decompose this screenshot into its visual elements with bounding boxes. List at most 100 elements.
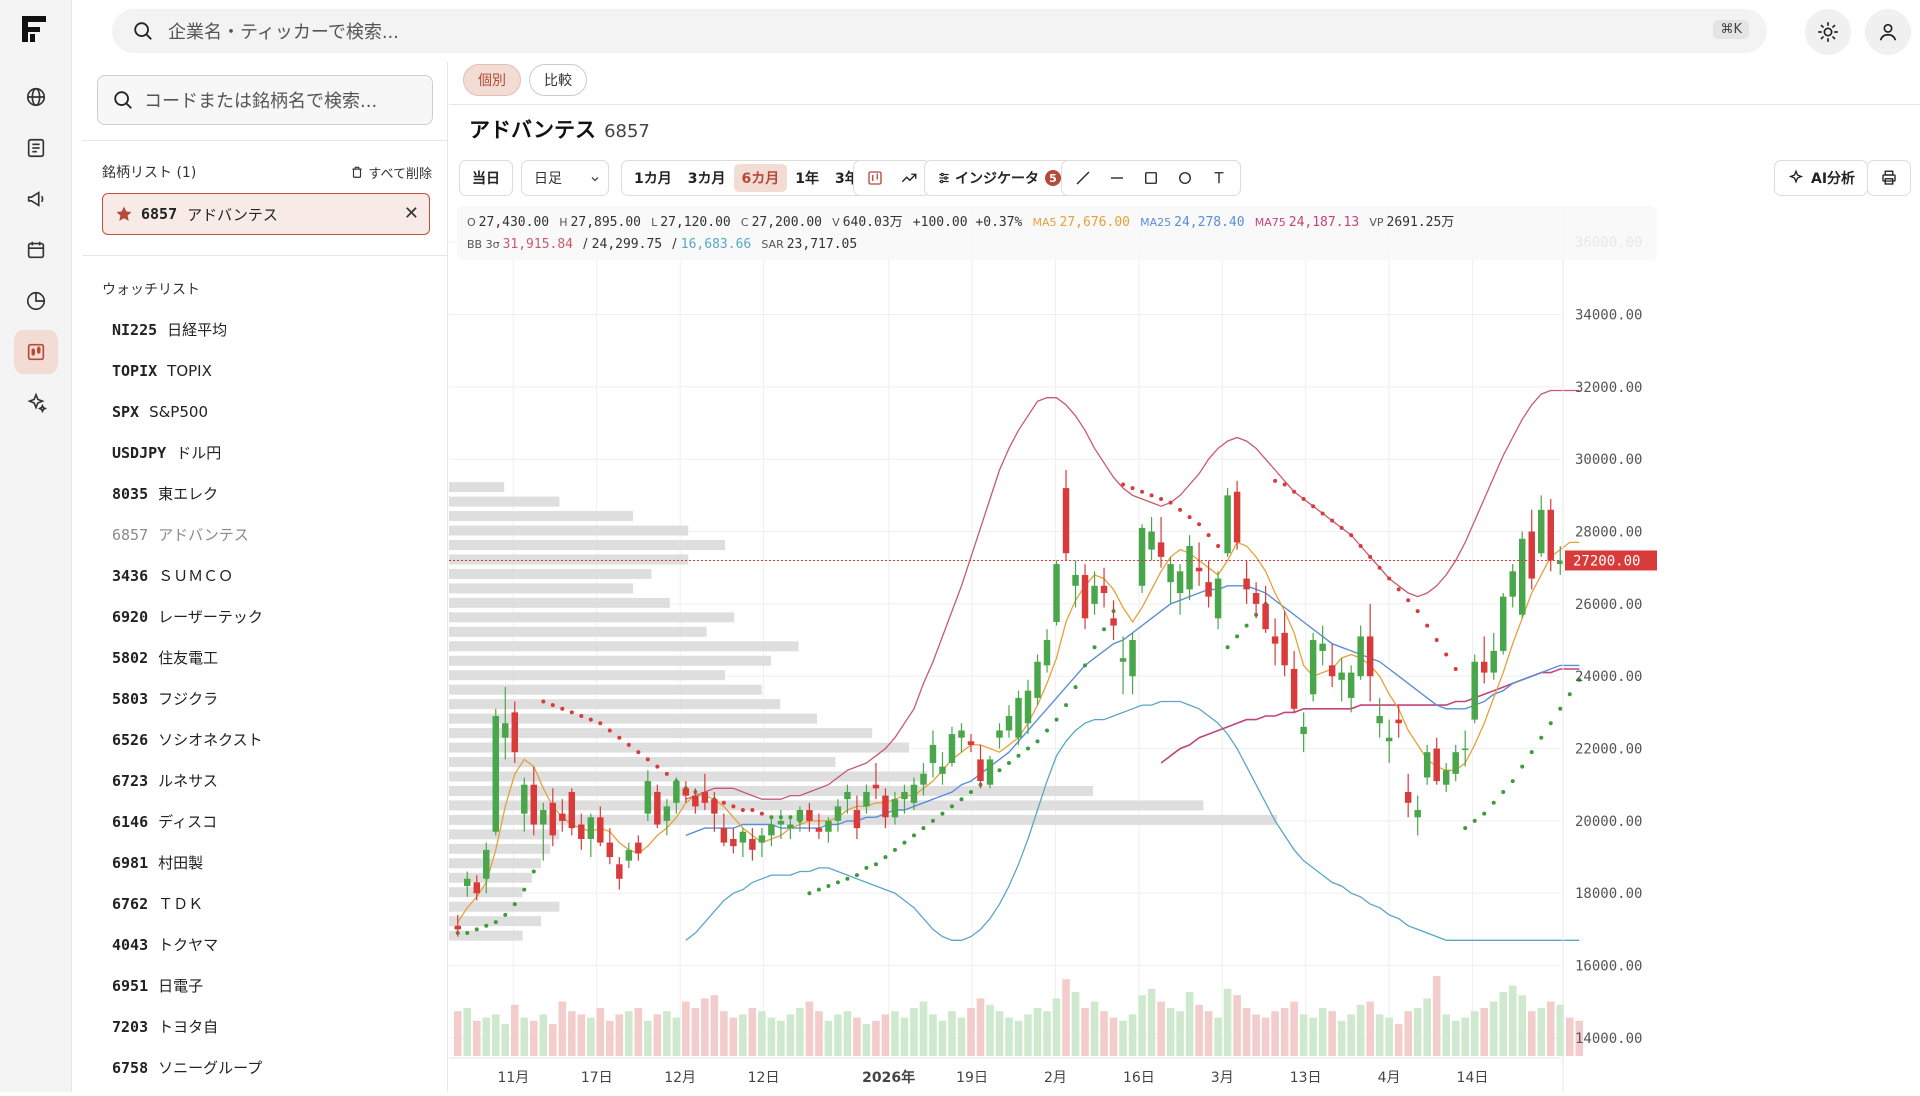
- today-button[interactable]: 当日: [472, 171, 500, 187]
- y-tick-label: 18000.00: [1575, 886, 1642, 902]
- sar-dot: [1472, 818, 1477, 823]
- watchlist-item[interactable]: 5802 住友電工: [112, 637, 432, 678]
- volume-bar: [453, 1011, 462, 1056]
- volume-profile-bar: [449, 728, 873, 739]
- sar-dot: [1320, 511, 1325, 516]
- volume-bar: [900, 1017, 909, 1056]
- stock-search-input[interactable]: コードまたは銘柄名で検索...: [97, 75, 433, 125]
- clear-all-button[interactable]: すべて削除: [350, 162, 432, 182]
- range-button[interactable]: 3年: [835, 171, 859, 187]
- watchlist-item[interactable]: 6981 村田製: [112, 842, 432, 883]
- range-button[interactable]: 6カ月: [733, 164, 788, 192]
- watchlist-item[interactable]: 6526 ソシオネクスト: [112, 719, 432, 760]
- selected-stock-item[interactable]: 6857 アドバンテス ✕: [102, 193, 430, 235]
- volume-profile-bar: [449, 858, 541, 869]
- watchlist-item[interactable]: 7203 トヨタ自: [112, 1006, 432, 1047]
- user-account-button[interactable]: [1865, 9, 1911, 55]
- watchlist-item[interactable]: 6146 ディスコ: [112, 801, 432, 842]
- price-chart-canvas[interactable]: 36000.0034000.0032000.0030000.0028000.00…: [449, 206, 1920, 1092]
- tab-compare[interactable]: 比較: [529, 64, 587, 96]
- rail-globe-button[interactable]: [14, 75, 58, 119]
- interval-select[interactable]: 日足: [521, 160, 609, 196]
- volume-bar: [1033, 1008, 1042, 1056]
- watchlist-item[interactable]: 6920 レーザーテック: [112, 596, 432, 637]
- candle-body: [530, 784, 538, 825]
- watchlist-item[interactable]: SPX S&P500: [112, 391, 432, 432]
- indicator-button[interactable]: インジケータ 5: [929, 164, 1085, 192]
- watchlist-item[interactable]: 6951 日電子: [112, 965, 432, 1006]
- ai-analysis-button[interactable]: AI分析: [1779, 164, 1863, 192]
- sar-dot: [1178, 507, 1183, 512]
- candle-body: [1233, 491, 1241, 543]
- watchlist-item[interactable]: USDJPY ドル円: [112, 432, 432, 473]
- candle-type-button[interactable]: [858, 164, 892, 192]
- rail-news-button[interactable]: [14, 126, 58, 170]
- sar-dot: [930, 818, 935, 823]
- watchlist-item[interactable]: 6762 ＴＤＫ: [112, 883, 432, 924]
- rail-announce-button[interactable]: [14, 177, 58, 221]
- candle-body: [1214, 578, 1222, 619]
- sar-dot: [1377, 565, 1382, 570]
- global-search-input[interactable]: 企業名・ティッカーで検索... ⌘K: [112, 9, 1767, 53]
- rail-ai-button[interactable]: [14, 381, 58, 425]
- star-icon: [116, 206, 132, 221]
- sar-dot: [1035, 739, 1040, 744]
- candle-body: [483, 849, 490, 879]
- stock-code: 6857: [604, 121, 650, 142]
- rect-tool-button[interactable]: [1134, 164, 1168, 192]
- watchlist-name: ソニーグループ: [158, 1059, 263, 1077]
- watchlist-item[interactable]: TOPIX TOPIX: [112, 350, 432, 391]
- rectangle-icon: [1145, 172, 1157, 184]
- remove-stock-icon[interactable]: ✕: [403, 203, 419, 224]
- volume-bar: [482, 1017, 491, 1056]
- candle-body: [1034, 661, 1041, 698]
- rail-pie-button[interactable]: [14, 279, 58, 323]
- sar-dot: [579, 714, 584, 718]
- range-button[interactable]: 3カ月: [687, 171, 726, 187]
- watchlist-item[interactable]: 6758 ソニーグループ: [112, 1047, 432, 1088]
- trendline-tool-button[interactable]: [1066, 164, 1100, 192]
- rail-calendar-button[interactable]: [14, 228, 58, 272]
- sar-dot: [626, 742, 631, 747]
- y-tick-label: 14000.00: [1575, 1031, 1642, 1047]
- sar-dot: [997, 768, 1002, 773]
- print-button[interactable]: [1872, 164, 1906, 192]
- sar-dot: [1073, 685, 1078, 690]
- watchlist-item[interactable]: NI225 日経平均: [112, 309, 432, 350]
- text-tool-button[interactable]: [1202, 164, 1236, 192]
- watchlist-item[interactable]: 4043 トクヤマ: [112, 924, 432, 965]
- candle-body: [1024, 690, 1032, 724]
- candle-body: [682, 788, 690, 796]
- watchlist-item[interactable]: 5803 フジクラ: [112, 678, 432, 719]
- watchlist-code: SPX: [112, 402, 140, 421]
- line-type-button[interactable]: [892, 164, 926, 192]
- rail-chart-button[interactable]: [14, 330, 58, 374]
- interval-value: 日足: [534, 171, 562, 187]
- sar-dot: [1358, 544, 1363, 548]
- candle-body: [768, 824, 775, 836]
- high-label: H: [559, 216, 568, 229]
- watchlist-item[interactable]: 6723 ルネサス: [112, 760, 432, 801]
- volume-bar: [663, 1011, 671, 1056]
- theme-toggle-button[interactable]: [1805, 9, 1851, 55]
- watchlist-item[interactable]: 6857 アドバンテス: [112, 514, 432, 555]
- newspaper-icon: [27, 138, 45, 158]
- range-button[interactable]: 1年: [795, 171, 819, 187]
- volume-bar: [995, 1011, 1004, 1056]
- sar-dot: [1026, 746, 1031, 751]
- tab-single[interactable]: 個別: [463, 64, 521, 96]
- sar-dot: [921, 826, 926, 831]
- volume-bar: [758, 1011, 766, 1056]
- sar-dot: [503, 912, 508, 917]
- app-logo-icon[interactable]: [20, 14, 50, 44]
- candle-body: [920, 773, 927, 785]
- circle-tool-button[interactable]: [1168, 164, 1202, 192]
- range-button[interactable]: 1カ月: [634, 171, 672, 187]
- volume-bar: [1214, 1017, 1222, 1056]
- hline-tool-button[interactable]: [1100, 164, 1134, 192]
- price-chart[interactable]: 36000.0034000.0032000.0030000.0028000.00…: [449, 206, 1920, 1092]
- watchlist-item[interactable]: 3436 ＳＵＭＣＯ: [112, 555, 432, 596]
- volume-bar: [1223, 988, 1232, 1056]
- watchlist-item[interactable]: 8035 東エレク: [112, 473, 432, 514]
- sar-dot: [655, 764, 660, 769]
